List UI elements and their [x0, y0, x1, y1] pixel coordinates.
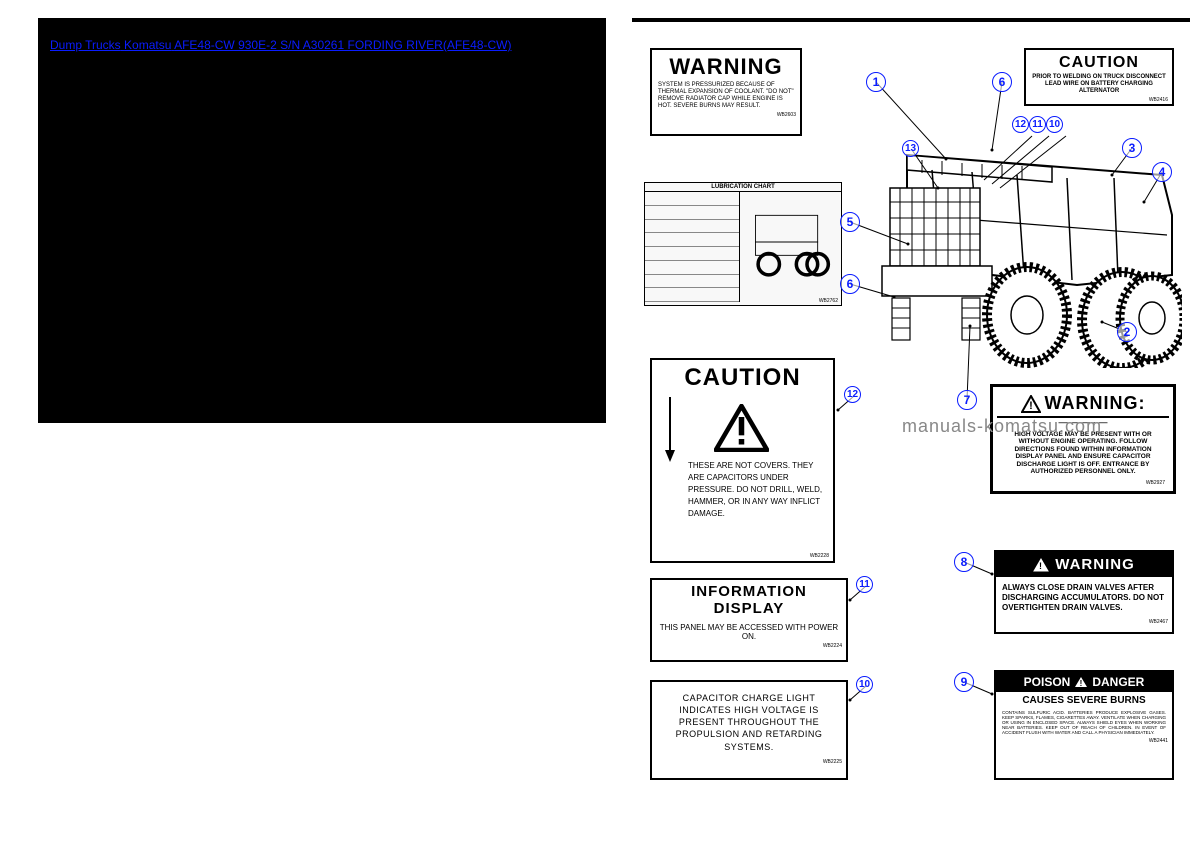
plate-title: CAUTION [1030, 54, 1168, 72]
plate-code: WB2927 [997, 480, 1169, 486]
plate-title-1: POISON [1024, 675, 1071, 689]
plate-code: WB2416 [1030, 97, 1168, 103]
plate-code: WB2228 [810, 553, 829, 559]
plate-title: WARNING [1055, 556, 1135, 573]
left-black-panel [38, 18, 606, 423]
warning-triangle-icon: ! [1074, 676, 1088, 688]
callout-6: 6 [840, 274, 860, 294]
breadcrumb-part1[interactable]: Dump Trucks [50, 38, 121, 52]
breadcrumb[interactable]: Dump Trucks Komatsu AFE48-CW 930E-2 S/N … [50, 38, 512, 52]
svg-text:!: ! [1029, 400, 1033, 412]
plate-subtitle: CAUSES SEVERE BURNS [996, 692, 1172, 709]
diagram-panel: WARNING SYSTEM IS PRESSURIZED BECAUSE OF… [632, 18, 1190, 828]
callout-11: 11 [1029, 116, 1046, 133]
callout-7: 7 [957, 390, 977, 410]
plate-title: CAUTION [656, 364, 829, 392]
plate-code: WB2224 [656, 643, 842, 649]
warning-triangle-icon: ! [1021, 395, 1041, 413]
plate-warning-pressurized: WARNING SYSTEM IS PRESSURIZED BECAUSE OF… [650, 48, 802, 136]
plate-title-2: DANGER [1092, 675, 1144, 689]
plate-code: WB2225 [656, 759, 842, 765]
callout-8: 8 [954, 552, 974, 572]
callout-2: 2 [1117, 322, 1137, 342]
watermark: manuals-komatsu.com [902, 416, 1102, 437]
plate-capacitor-charge: CAPACITOR CHARGE LIGHT INDICATES HIGH VO… [650, 680, 848, 780]
plate-body: THIS PANEL MAY BE ACCESSED WITH POWER ON… [656, 617, 842, 643]
callout-10: 10 [1046, 116, 1063, 133]
plate-body: CONTAINS SULFURIC ACID. BATTERIES PRODUC… [996, 709, 1172, 738]
plate-body: ALWAYS CLOSE DRAIN VALVES AFTER DISCHARG… [996, 577, 1172, 619]
plate-body: CAPACITOR CHARGE LIGHT INDICATES HIGH VO… [656, 686, 842, 759]
callout-6: 6 [992, 72, 1012, 92]
plate-code: WB2762 [819, 298, 838, 304]
plate-warning-high-voltage: ! WARNING: ——————— HIGH VOLTAGE MAY BE P… [990, 384, 1176, 494]
lube-table [645, 192, 740, 302]
callout-5: 5 [840, 212, 860, 232]
plate-code: WB2467 [996, 619, 1172, 625]
svg-text:!: ! [1039, 561, 1043, 571]
svg-text:!: ! [1080, 679, 1083, 688]
breadcrumb-part2[interactable]: Komatsu [124, 38, 171, 52]
plate-caution-capacitors: CAUTION THESE ARE NOT COVERS. THEY ARE C… [650, 358, 835, 563]
plate-title: LUBRICATION CHART [645, 183, 841, 192]
plate-body: SYSTEM IS PRESSURIZED BECAUSE OF THERMAL… [656, 80, 796, 112]
lube-truck-illustration [740, 192, 841, 302]
plate-body: PRIOR TO WELDING ON TRUCK DISCONNECT LEA… [1030, 72, 1168, 97]
callout-9: 9 [954, 672, 974, 692]
plate-title: WARNING: [1045, 393, 1146, 414]
plate-code: WB2441 [996, 738, 1172, 746]
breadcrumb-part3[interactable]: AFE48-CW 930E-2 S/N A30261 FORDING RIVER… [174, 38, 511, 52]
warning-triangle-icon: ! [1033, 558, 1049, 572]
warning-triangle-icon [714, 404, 769, 452]
callout-3: 3 [1122, 138, 1142, 158]
callout-4: 4 [1152, 162, 1172, 182]
plate-lubrication-chart: LUBRICATION CHART WB2762 [644, 182, 842, 306]
arrow-icon [661, 392, 679, 462]
plate-code: WB2603 [656, 112, 796, 118]
callout-12: 12 [844, 386, 861, 403]
plate-title: INFORMATION DISPLAY [656, 584, 842, 617]
callout-10: 10 [856, 676, 873, 693]
plate-caution-welding: CAUTION PRIOR TO WELDING ON TRUCK DISCON… [1024, 48, 1174, 106]
plate-title-text: INFORMATION DISPLAY [656, 584, 842, 617]
plate-poison-danger: POISON ! DANGER CAUSES SEVERE BURNS CONT… [994, 670, 1174, 780]
callout-12: 12 [1012, 116, 1029, 133]
plate-body: THESE ARE NOT COVERS. THEY ARE CAPACITOR… [656, 458, 829, 522]
callout-11: 11 [856, 576, 873, 593]
callout-1: 1 [866, 72, 886, 92]
plate-warning-accumulator: ! WARNING ALWAYS CLOSE DRAIN VALVES AFTE… [994, 550, 1174, 634]
plate-info-display: INFORMATION DISPLAY THIS PANEL MAY BE AC… [650, 578, 848, 662]
plate-title: WARNING [656, 54, 796, 80]
callout-13: 13 [902, 140, 919, 157]
